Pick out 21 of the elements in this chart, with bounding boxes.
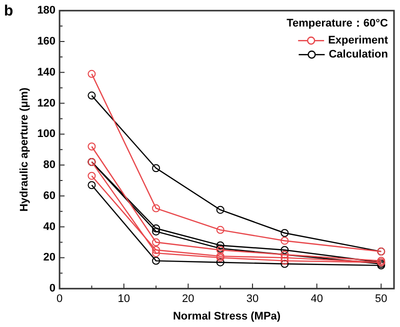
x-tick-label: 20 <box>182 293 194 306</box>
y-tick-label: 120 <box>37 97 56 110</box>
y-tick-label: 40 <box>43 220 56 233</box>
y-tick-label: 160 <box>37 36 56 48</box>
legend-label: Experiment <box>328 34 388 47</box>
y-axis-title: Hydraulic aperture (μm) <box>18 87 31 212</box>
x-tick-label: 10 <box>118 293 130 306</box>
y-tick-label: 20 <box>43 252 56 264</box>
x-tick-label: 50 <box>375 293 388 306</box>
y-tick-label: 180 <box>37 4 56 17</box>
y-tick-label: 140 <box>37 66 56 78</box>
y-tick-label: 60 <box>43 190 56 202</box>
y-tick-label: 100 <box>37 128 56 140</box>
legend-label: Calculation <box>328 48 388 61</box>
legend-title: Temperature：60°C <box>286 18 388 30</box>
x-tick-label: 30 <box>246 293 259 306</box>
x-tick-label: 40 <box>310 293 323 306</box>
y-tick-label: 0 <box>49 282 56 295</box>
x-axis-title: Normal Stress (MPa) <box>172 310 281 322</box>
y-tick-label: 80 <box>43 159 56 172</box>
text: b <box>4 2 14 20</box>
